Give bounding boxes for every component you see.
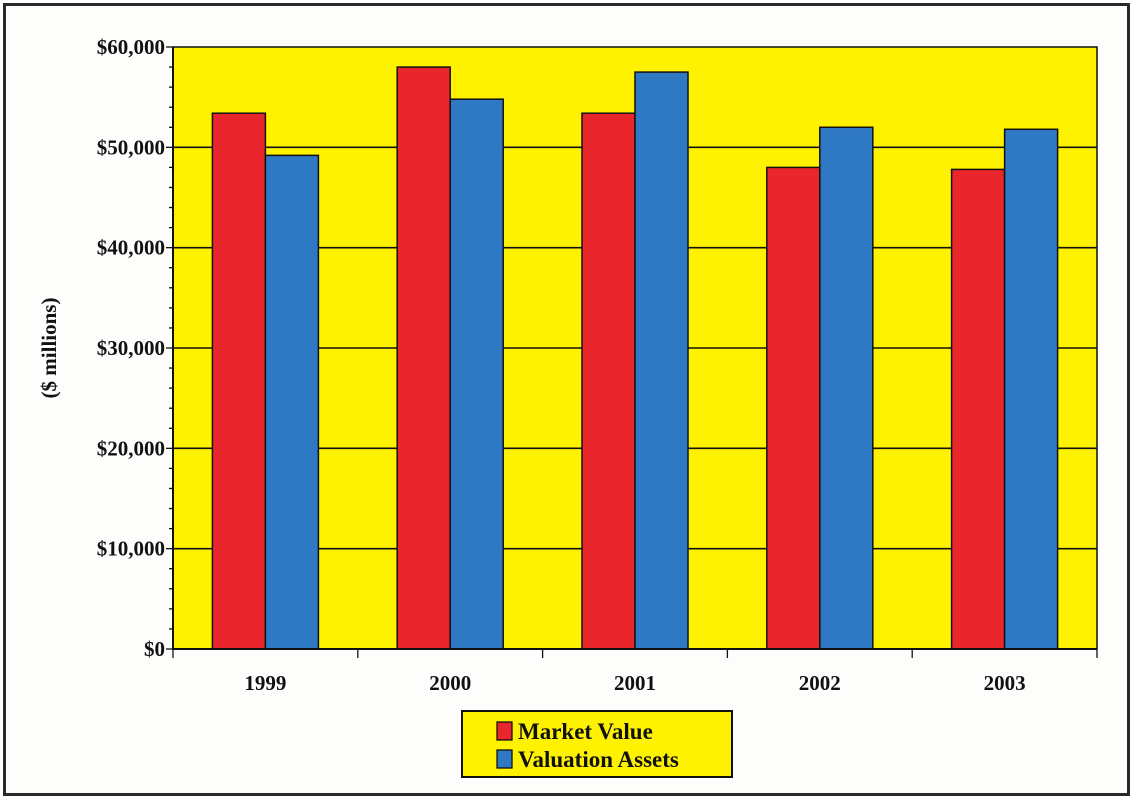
y-axis-title: ($ millions) (37, 298, 61, 399)
y-tick-label: $0 (144, 637, 165, 661)
bar-market-value-2001 (581, 112, 636, 650)
x-tick-label: 2001 (614, 671, 656, 695)
bar-market-value-1999 (211, 112, 267, 650)
bar-valuation-assets-2003 (1003, 128, 1059, 650)
y-tick-label: $20,000 (97, 436, 165, 460)
x-tick-label: 2003 (984, 671, 1026, 695)
bar-market-value-2000 (396, 66, 451, 650)
legend-swatch (496, 721, 513, 741)
legend-swatch (496, 749, 513, 769)
bar-valuation-assets-2001 (634, 71, 689, 650)
x-tick-label: 2002 (799, 671, 841, 695)
y-tick-label: $50,000 (97, 135, 165, 159)
y-axis-ticks: $0 $10,000 $20,000 $30,000 $40,000 $50,000 $60… (97, 35, 173, 661)
y-tick-label: $10,000 (97, 537, 165, 561)
legend-label: Valuation Assets (518, 747, 679, 772)
bar-valuation-assets-1999 (264, 154, 320, 650)
x-tick-label: 2000 (429, 671, 471, 695)
y-tick-label: $40,000 (97, 236, 165, 260)
bar-valuation-assets-2000 (449, 98, 504, 650)
legend: Market Value Valuation Assets (461, 710, 733, 778)
x-tick-label: 1999 (244, 671, 286, 695)
y-tick-label: $60,000 (97, 35, 165, 59)
bar-market-value-2003 (950, 168, 1006, 650)
bars (211, 66, 1059, 650)
bar-market-value-2002 (766, 166, 821, 650)
x-axis-ticks: 1999 2000 2001 2002 2003 (172, 649, 1098, 695)
y-tick-label: $30,000 (97, 336, 165, 360)
legend-label: Market Value (518, 719, 653, 744)
bar-valuation-assets-2002 (819, 126, 874, 650)
